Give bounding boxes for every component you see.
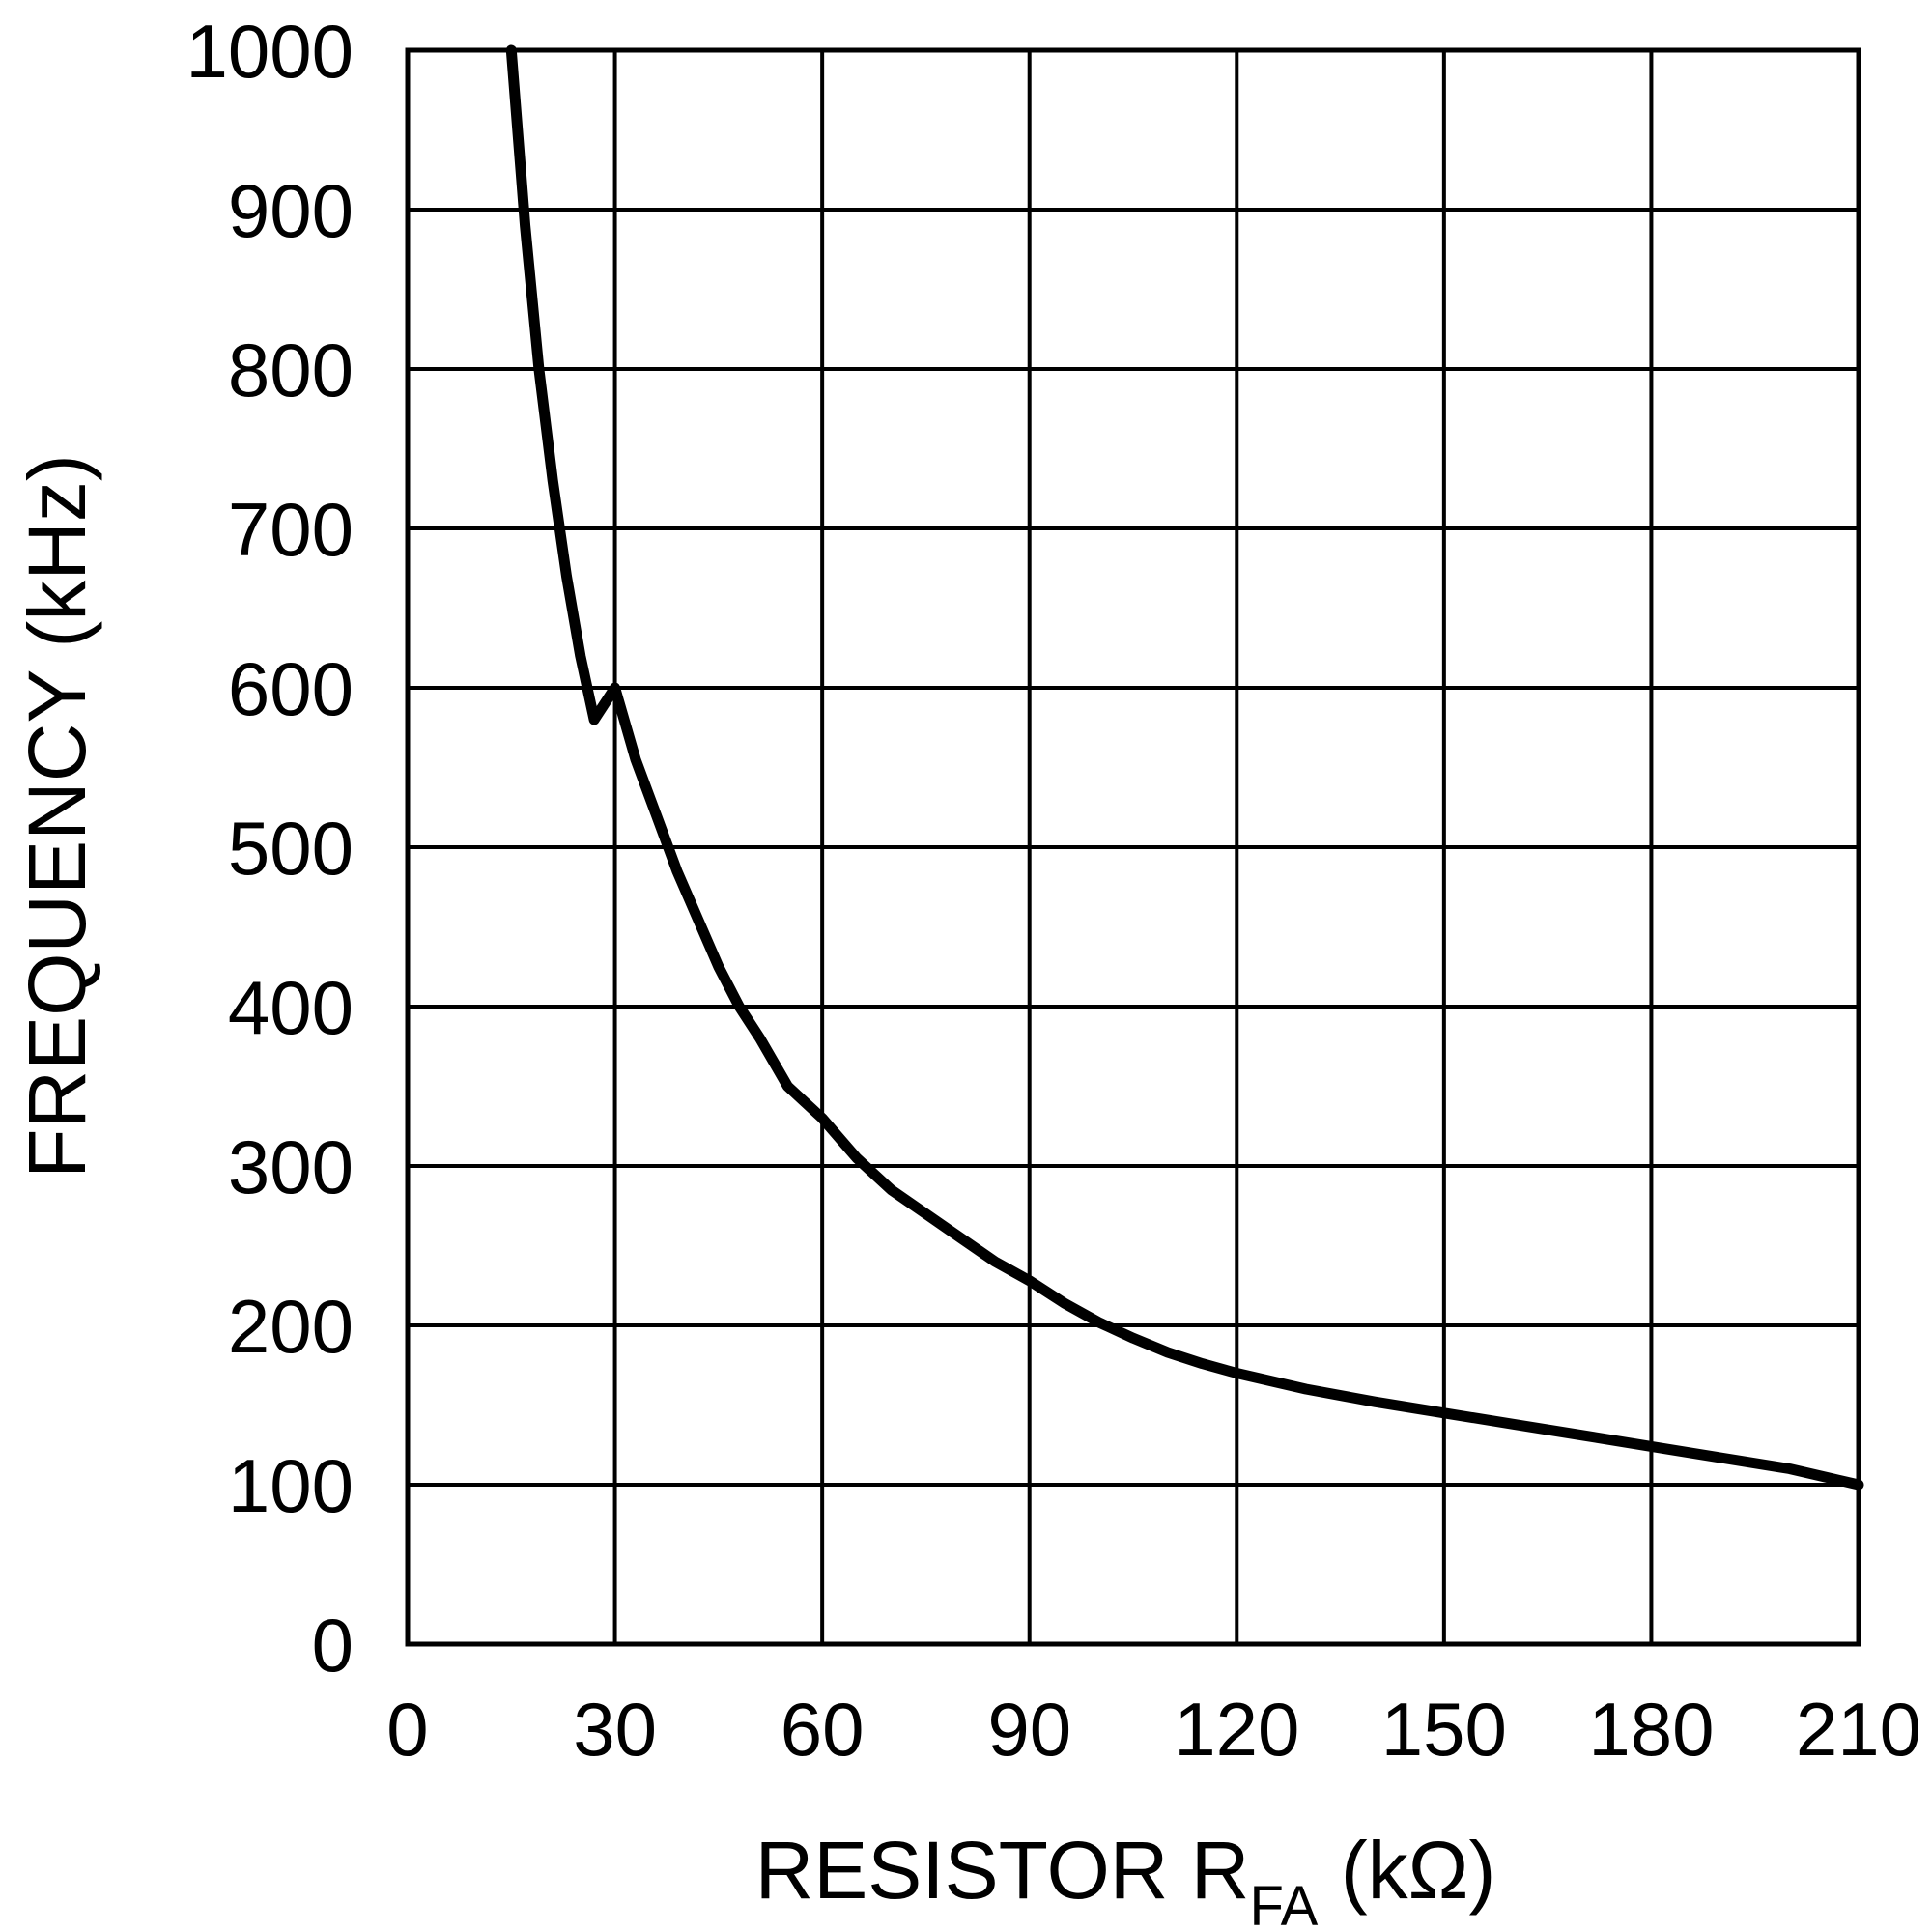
x-axis-title-subscript: FA: [1249, 1875, 1318, 1932]
y-tick-label: 0: [312, 1603, 354, 1688]
plot-frame: [405, 47, 1861, 1647]
x-tick-label: 150: [1381, 1687, 1507, 1772]
x-tick-label: 210: [1796, 1687, 1921, 1772]
x-axis-title-main: RESISTOR R: [755, 1825, 1250, 1916]
x-tick-label: 60: [781, 1687, 865, 1772]
y-tick-label: 600: [228, 646, 354, 731]
x-axis-title: RESISTOR RFA (kΩ): [755, 1825, 1496, 1932]
y-tick-labels: 0 100 200 300 400 500 600 700 800 900 1000: [185, 9, 354, 1688]
y-tick-label: 100: [228, 1443, 354, 1528]
y-tick-label: 700: [228, 487, 354, 572]
frequency-curve: [505, 44, 1864, 1491]
y-tick-label: 1000: [185, 9, 354, 94]
y-axis-title: FREQUENCY (kHz): [12, 454, 102, 1179]
x-tick-label: 30: [573, 1687, 657, 1772]
grid: [406, 48, 1861, 1646]
y-tick-label: 200: [228, 1284, 354, 1369]
y-tick-label: 800: [228, 327, 354, 412]
x-tick-label: 90: [987, 1687, 1071, 1772]
x-tick-label: 120: [1174, 1687, 1299, 1772]
x-tick-label: 0: [386, 1687, 428, 1772]
y-tick-label: 400: [228, 965, 354, 1050]
x-tick-labels: 0 30 60 90 120 150 180 210: [386, 1687, 1921, 1772]
y-tick-label: 500: [228, 806, 354, 891]
y-tick-label: 900: [228, 168, 354, 253]
x-axis-title-unit: (kΩ): [1318, 1825, 1495, 1916]
x-tick-label: 180: [1588, 1687, 1714, 1772]
y-tick-label: 300: [228, 1124, 354, 1209]
